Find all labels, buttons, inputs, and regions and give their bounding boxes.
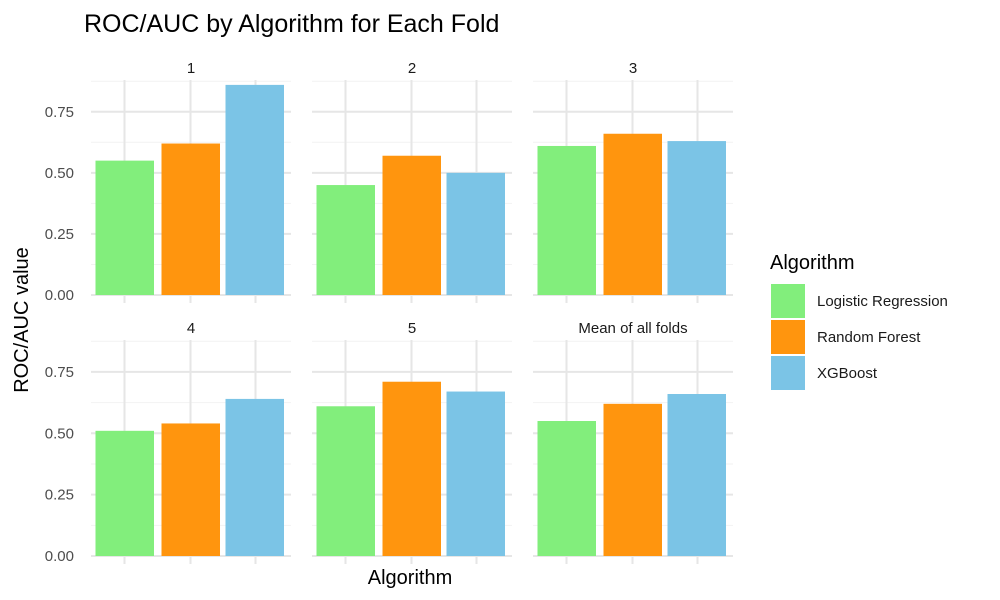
bar-logistic-regression [537, 421, 596, 556]
legend-label: Logistic Regression [817, 293, 948, 310]
y-tick-label: 0.25 [45, 487, 74, 504]
legend: Algorithm Logistic Regression Random Fore… [770, 252, 948, 390]
facet-panel-2: 2 [312, 60, 512, 303]
y-tick-label: 0.00 [45, 287, 74, 304]
legend-key-logistic-regression [771, 284, 805, 318]
facet-panel-5: 5 [312, 320, 512, 564]
facet-strip-label: 3 [629, 60, 637, 77]
y-tick-label: 0.75 [45, 104, 74, 121]
bar-random-forest [603, 403, 662, 556]
legend-label: XGBoost [817, 365, 878, 382]
chart-title: ROC/AUC by Algorithm for Each Fold [84, 10, 499, 38]
bar-random-forest [382, 155, 441, 295]
bar-random-forest [161, 143, 220, 295]
facet-strip-label: 4 [187, 320, 195, 337]
legend-key-random-forest [771, 320, 805, 354]
legend-label: Random Forest [817, 329, 921, 346]
bar-xgboost [667, 394, 726, 556]
bar-xgboost [446, 172, 505, 295]
legend-title: Algorithm [770, 252, 854, 274]
y-axis-title: ROC/AUC value [11, 247, 33, 393]
y-tick-label: 0.75 [45, 364, 74, 381]
facet-panels: 1 0.00 0.25 0.50 0.75 2 3 4 0.00 0.25 0.50 0.75 5 Mea… [45, 60, 733, 565]
facet-panel-mean-of-all-folds: Mean of all folds [533, 320, 733, 564]
y-tick-label: 0.50 [45, 165, 74, 182]
y-tick-label: 0.50 [45, 425, 74, 442]
facet-panel-4: 4 0.00 0.25 0.50 0.75 [45, 320, 291, 565]
facet-strip-label: 1 [187, 60, 195, 77]
legend-key-xgboost [771, 356, 805, 390]
facet-strip-label: 2 [408, 60, 416, 77]
y-tick-label: 0.00 [45, 548, 74, 565]
facet-strip-label: 5 [408, 320, 416, 337]
facet-panel-1: 1 0.00 0.25 0.50 0.75 [45, 60, 291, 304]
bar-xgboost [225, 398, 284, 556]
bar-logistic-regression [537, 145, 596, 295]
bar-logistic-regression [316, 406, 375, 556]
bar-xgboost [225, 84, 284, 296]
bar-logistic-regression [95, 160, 154, 295]
facet-panel-3: 3 [533, 60, 733, 303]
bar-logistic-regression [95, 430, 154, 556]
y-tick-label: 0.25 [45, 226, 74, 243]
bar-random-forest [382, 381, 441, 556]
bar-random-forest [603, 133, 662, 295]
facet-strip-label: Mean of all folds [578, 320, 687, 337]
bar-xgboost [446, 391, 505, 556]
bar-random-forest [161, 423, 220, 556]
x-axis-title: Algorithm [368, 567, 452, 589]
bar-xgboost [667, 141, 726, 295]
bar-logistic-regression [316, 185, 375, 295]
